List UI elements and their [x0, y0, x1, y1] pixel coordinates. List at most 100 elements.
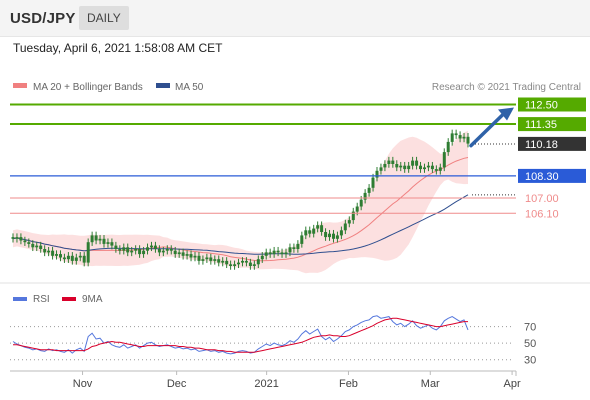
candle-body	[225, 260, 229, 265]
candle-body	[280, 252, 284, 255]
candle-body	[197, 255, 201, 261]
price-panel: 112.50 111.35 110.18 108.30 107.00 106.10	[10, 97, 586, 274]
ma50-legend-label: MA 50	[175, 82, 204, 93]
candle-body	[130, 250, 134, 253]
candle-body	[316, 225, 320, 229]
period-badge[interactable]: DAILY	[79, 6, 129, 30]
candle-body	[391, 160, 395, 164]
candle-body	[74, 257, 78, 261]
candle-body	[415, 160, 419, 166]
candle-body	[244, 260, 248, 263]
candle-body	[371, 177, 375, 188]
candle-body	[288, 247, 292, 253]
candle-body	[221, 260, 225, 263]
candle-body	[458, 135, 462, 139]
candle-body	[102, 238, 106, 244]
forecast-arrow-shaft	[469, 111, 506, 148]
candle-body	[217, 259, 221, 263]
candle-body	[177, 252, 181, 255]
time-axis-label: Mar	[421, 378, 440, 390]
candle-body	[66, 255, 70, 260]
candle-body	[205, 257, 209, 260]
candle-body	[284, 252, 288, 255]
candle-body	[411, 160, 415, 166]
candle-body	[320, 225, 324, 232]
candle-body	[169, 249, 173, 251]
candle-body	[23, 240, 27, 243]
rsi-panel: 70 50 30	[10, 315, 536, 367]
candle-body	[351, 211, 355, 221]
time-axis-label: Nov	[73, 378, 93, 390]
candle-body	[292, 247, 296, 249]
candle-body	[82, 255, 86, 263]
timestamp: Tuesday, April 6, 2021 1:58:08 AM CET	[13, 41, 223, 55]
candle-body	[272, 250, 276, 255]
symbol-title: USD/JPY	[10, 10, 76, 27]
candle-body	[383, 164, 387, 168]
candle-body	[454, 133, 458, 136]
candle-body	[434, 169, 438, 171]
candle-body	[296, 243, 300, 249]
bollinger-bands	[13, 130, 468, 274]
candle-body	[260, 255, 264, 260]
candle-body	[419, 165, 422, 170]
ma50-legend-swatch	[156, 83, 170, 88]
time-axis-label: Feb	[339, 378, 358, 390]
candle-body	[300, 235, 304, 244]
candle-body	[193, 255, 197, 258]
rsi-legend-swatch	[13, 297, 27, 301]
candle-body	[403, 165, 407, 170]
candle-body	[387, 160, 391, 164]
forecast-arrow-head	[498, 107, 514, 121]
candle-body	[138, 249, 142, 255]
candle-body	[375, 170, 379, 178]
candle-body	[189, 254, 193, 258]
ma20-legend-swatch	[13, 83, 27, 88]
candle-body	[324, 232, 328, 238]
candle-body	[142, 250, 146, 255]
candle-body	[343, 223, 347, 231]
candle-body	[252, 264, 256, 266]
rsi-ma-legend-label: 9MA	[82, 294, 103, 305]
candle-body	[70, 255, 74, 261]
candle-body	[355, 206, 359, 212]
time-axis-label: 2021	[254, 378, 278, 390]
candle-body	[55, 254, 58, 256]
candle-body	[134, 249, 138, 251]
candle-body	[237, 262, 240, 265]
level-label-bg	[518, 168, 586, 183]
level-label-bg	[518, 136, 586, 151]
candle-body	[19, 237, 23, 241]
rsi-tick-label: 50	[524, 338, 536, 350]
candle-body	[308, 230, 312, 234]
candle-body	[442, 152, 446, 168]
ma20-legend-label: MA 20 + Bollinger Bands	[33, 82, 143, 93]
candle-body	[47, 250, 51, 253]
candle-body	[94, 235, 98, 241]
candle-body	[359, 199, 363, 207]
candle-body	[114, 245, 118, 249]
rsi-legend-label: RSI	[33, 294, 50, 305]
candle-body	[35, 245, 39, 248]
candle-body	[90, 235, 94, 243]
candle-body	[229, 264, 233, 266]
candle-body	[150, 245, 153, 248]
candle-body	[43, 249, 47, 253]
time-axis-label: Apr	[504, 378, 521, 390]
candle-body	[185, 254, 189, 256]
candle-body	[165, 249, 169, 251]
candle-body	[426, 165, 430, 168]
candle-body	[379, 167, 383, 171]
candle-body	[367, 187, 371, 193]
candle-body	[62, 257, 66, 260]
candle-body	[450, 133, 454, 142]
candle-body	[31, 243, 35, 248]
candle-body	[248, 262, 252, 266]
candle-body	[438, 167, 442, 171]
candle-body	[233, 264, 237, 266]
candle-body	[157, 249, 161, 253]
candle-body	[15, 237, 19, 239]
candle-body	[181, 252, 185, 256]
candle-body	[264, 252, 268, 256]
candle-body	[312, 228, 316, 234]
